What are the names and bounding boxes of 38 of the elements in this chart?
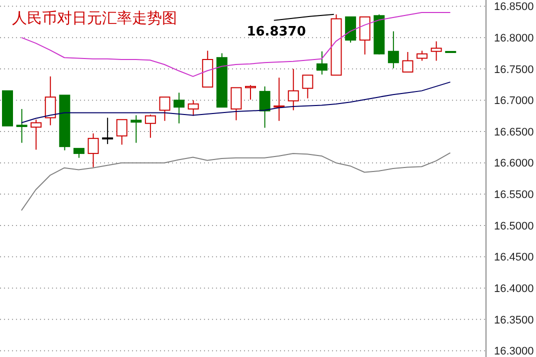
y-tick-label: 16.7500	[494, 64, 534, 76]
line-series	[20, 152, 451, 211]
candlestick	[288, 68, 299, 111]
candlestick	[230, 87, 242, 121]
candlestick	[259, 86, 270, 128]
y-tick-label: 16.4500	[494, 252, 534, 264]
candlestick	[345, 16, 356, 44]
candlestick	[16, 108, 28, 144]
candlestick	[44, 76, 56, 126]
candlestick	[159, 96, 170, 122]
candlestick	[88, 132, 99, 168]
candlestick	[359, 16, 370, 55]
candlestick	[144, 114, 156, 138]
candlestick	[402, 51, 414, 73]
y-tick-label: 16.3500	[494, 314, 534, 326]
candlestick	[73, 148, 84, 158]
candlestick	[302, 74, 314, 99]
candlestick	[430, 40, 442, 62]
candlestick	[316, 50, 328, 76]
y-tick-label: 16.6500	[494, 126, 534, 138]
candlestick	[116, 119, 128, 146]
y-tick-label: 16.8000	[494, 32, 534, 44]
candlestick	[416, 50, 428, 62]
y-tick-label: 16.7000	[494, 95, 534, 108]
line-series	[20, 82, 451, 124]
y-tick-label: 16.4000	[494, 283, 534, 296]
y-tick-label: 16.5000	[494, 220, 534, 232]
candlestick	[388, 30, 399, 69]
y-tick-label: 16.3000	[494, 346, 534, 357]
y-tick-label: 16.8500	[494, 1, 534, 14]
annotation: 16.8370	[246, 24, 306, 40]
y-tick-label: 16.6000	[494, 158, 534, 170]
candlestick	[30, 119, 42, 150]
candlestick	[188, 100, 199, 116]
text: 人民币对日元汇率走势图	[12, 9, 177, 28]
candlestick	[174, 92, 185, 124]
y-tick-label: 16.5500	[494, 189, 534, 202]
candlestick	[245, 84, 256, 100]
